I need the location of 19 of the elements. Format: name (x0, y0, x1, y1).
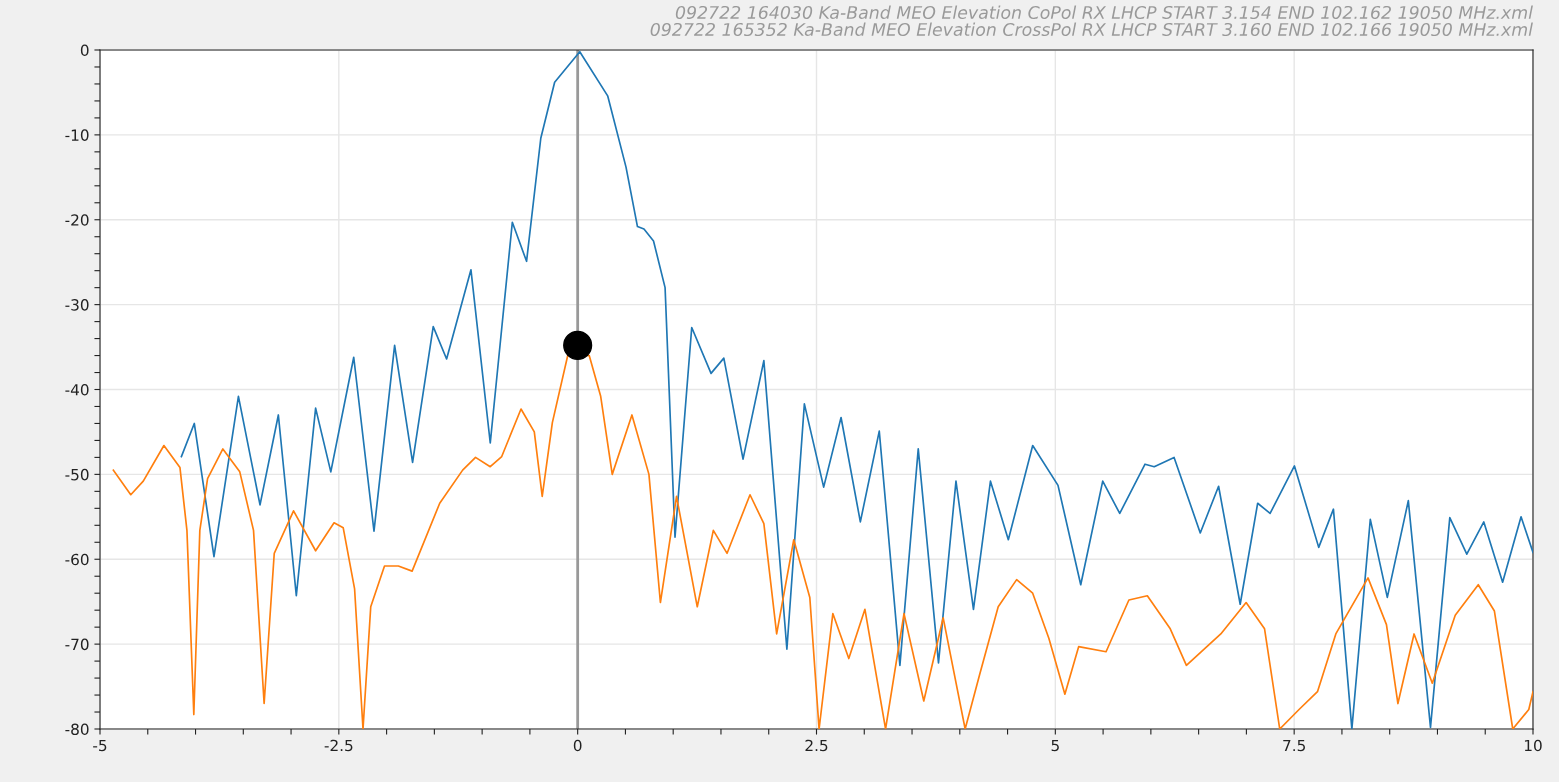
x-tick-label: 2.5 (805, 739, 828, 752)
y-tick-label: -30 (65, 299, 89, 311)
x-tick-label: -2.5 (324, 739, 353, 752)
x-tick-label: 7.5 (1283, 739, 1305, 752)
y-tick-label: -80 (65, 723, 89, 736)
x-tick-label: 0 (573, 739, 582, 752)
y-tick-label: -70 (65, 638, 89, 651)
y-tick-label: -10 (65, 129, 89, 141)
y-tick-label: -50 (65, 468, 89, 481)
line-series (112, 352, 1533, 729)
y-tick-label: -20 (65, 214, 89, 226)
x-tick-label: -5 (93, 739, 107, 752)
y-tick-label: -60 (65, 553, 89, 566)
y-tick-label: -40 (65, 383, 89, 396)
y-tick-label: 0 (80, 44, 89, 57)
x-tick-label: 10 (1524, 739, 1542, 752)
x-tick-label: 5 (1051, 739, 1059, 752)
text: 092722 164030 Ka-Band MEO Elevation CoPol RX LHCP START 3.154 END 102.162 19050 MHz.xml (675, 5, 1533, 20)
text: 092722 165352 Ka-Band MEO Elevation CrossPol RX LHCP START 3.160 END 102.166 19050 MHz.xml (650, 22, 1533, 37)
